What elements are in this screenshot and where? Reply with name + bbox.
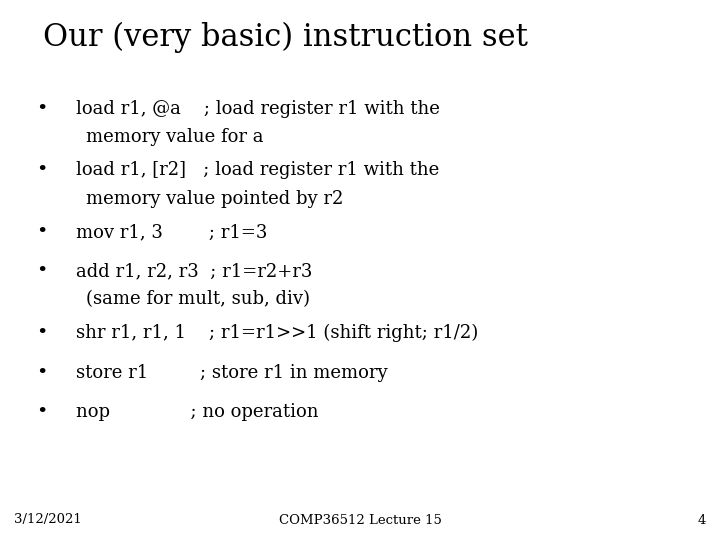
Text: nop              ; no operation: nop ; no operation — [76, 403, 318, 421]
Text: store r1         ; store r1 in memory: store r1 ; store r1 in memory — [76, 363, 387, 381]
Text: load r1, @a    ; load register r1 with the: load r1, @a ; load register r1 with the — [76, 100, 439, 118]
Text: •: • — [36, 363, 48, 381]
Text: memory value pointed by r2: memory value pointed by r2 — [86, 190, 343, 207]
Text: •: • — [36, 223, 48, 241]
Text: •: • — [36, 324, 48, 342]
Text: 4: 4 — [697, 514, 706, 526]
Text: •: • — [36, 262, 48, 280]
Text: •: • — [36, 161, 48, 179]
Text: 3/12/2021: 3/12/2021 — [14, 514, 82, 526]
Text: •: • — [36, 100, 48, 118]
Text: COMP36512 Lecture 15: COMP36512 Lecture 15 — [279, 514, 441, 526]
Text: (same for mult, sub, div): (same for mult, sub, div) — [86, 291, 310, 308]
Text: add r1, r2, r3  ; r1=r2+r3: add r1, r2, r3 ; r1=r2+r3 — [76, 262, 312, 280]
Text: mov r1, 3        ; r1=3: mov r1, 3 ; r1=3 — [76, 223, 267, 241]
Text: •: • — [36, 403, 48, 421]
Text: Our (very basic) instruction set: Our (very basic) instruction set — [43, 22, 528, 53]
Text: load r1, [r2]   ; load register r1 with the: load r1, [r2] ; load register r1 with th… — [76, 161, 439, 179]
Text: memory value for a: memory value for a — [86, 128, 264, 146]
Text: shr r1, r1, 1    ; r1=r1>>1 (shift right; r1/2): shr r1, r1, 1 ; r1=r1>>1 (shift right; r… — [76, 324, 478, 342]
